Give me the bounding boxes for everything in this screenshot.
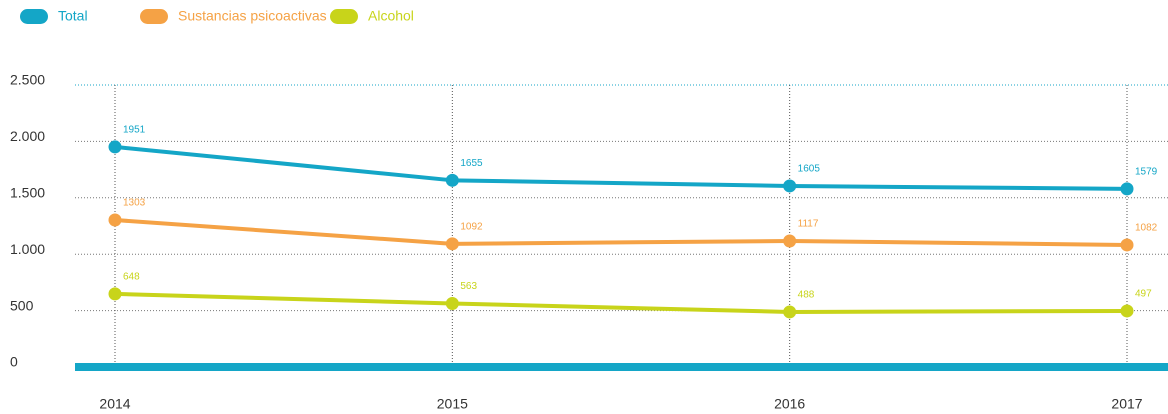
data-label: 563 bbox=[460, 281, 477, 292]
data-point bbox=[445, 296, 459, 310]
data-label: 1579 bbox=[1135, 167, 1158, 178]
data-label: 497 bbox=[1135, 289, 1152, 300]
data-label: 1117 bbox=[798, 219, 819, 230]
data-point bbox=[108, 213, 122, 227]
data-label: 488 bbox=[798, 290, 815, 301]
y-tick-label: 500 bbox=[10, 297, 34, 313]
legend-label: Total bbox=[58, 8, 88, 24]
series-line bbox=[114, 291, 1128, 314]
x-tick-label: 2017 bbox=[1111, 396, 1142, 412]
legend-swatch bbox=[20, 9, 48, 24]
data-label: 1605 bbox=[798, 164, 821, 175]
series-line bbox=[114, 218, 1128, 247]
data-point bbox=[783, 179, 797, 193]
data-label: 1303 bbox=[123, 198, 146, 209]
legend-swatch bbox=[330, 9, 358, 24]
data-label: 648 bbox=[123, 272, 140, 283]
data-point bbox=[445, 237, 459, 251]
y-tick-label: 2.000 bbox=[10, 128, 45, 144]
x-tick-label: 2016 bbox=[774, 396, 805, 412]
data-point bbox=[1120, 304, 1134, 318]
y-tick-label: 1.500 bbox=[10, 185, 45, 201]
legend-swatch bbox=[140, 9, 168, 24]
legend-label: Alcohol bbox=[368, 8, 414, 24]
data-point bbox=[783, 234, 797, 248]
y-tick-label: 0 bbox=[10, 354, 18, 370]
data-label: 1655 bbox=[460, 158, 483, 169]
baseline bbox=[75, 363, 1168, 371]
series-line bbox=[114, 144, 1128, 191]
data-label: 1082 bbox=[1135, 223, 1158, 234]
data-point bbox=[1120, 238, 1134, 252]
data-label: 1092 bbox=[460, 221, 483, 232]
data-point bbox=[783, 305, 797, 319]
y-tick-label: 1.000 bbox=[10, 241, 45, 257]
data-label: 1951 bbox=[123, 125, 146, 136]
y-tick-label: 2.500 bbox=[10, 72, 45, 88]
legend-label: Sustancias psicoactivas bbox=[178, 8, 327, 24]
data-point bbox=[108, 140, 122, 154]
x-tick-label: 2014 bbox=[99, 396, 130, 412]
x-tick-label: 2015 bbox=[437, 396, 468, 412]
data-point bbox=[1120, 182, 1134, 196]
data-point bbox=[108, 287, 122, 301]
data-point bbox=[445, 173, 459, 187]
